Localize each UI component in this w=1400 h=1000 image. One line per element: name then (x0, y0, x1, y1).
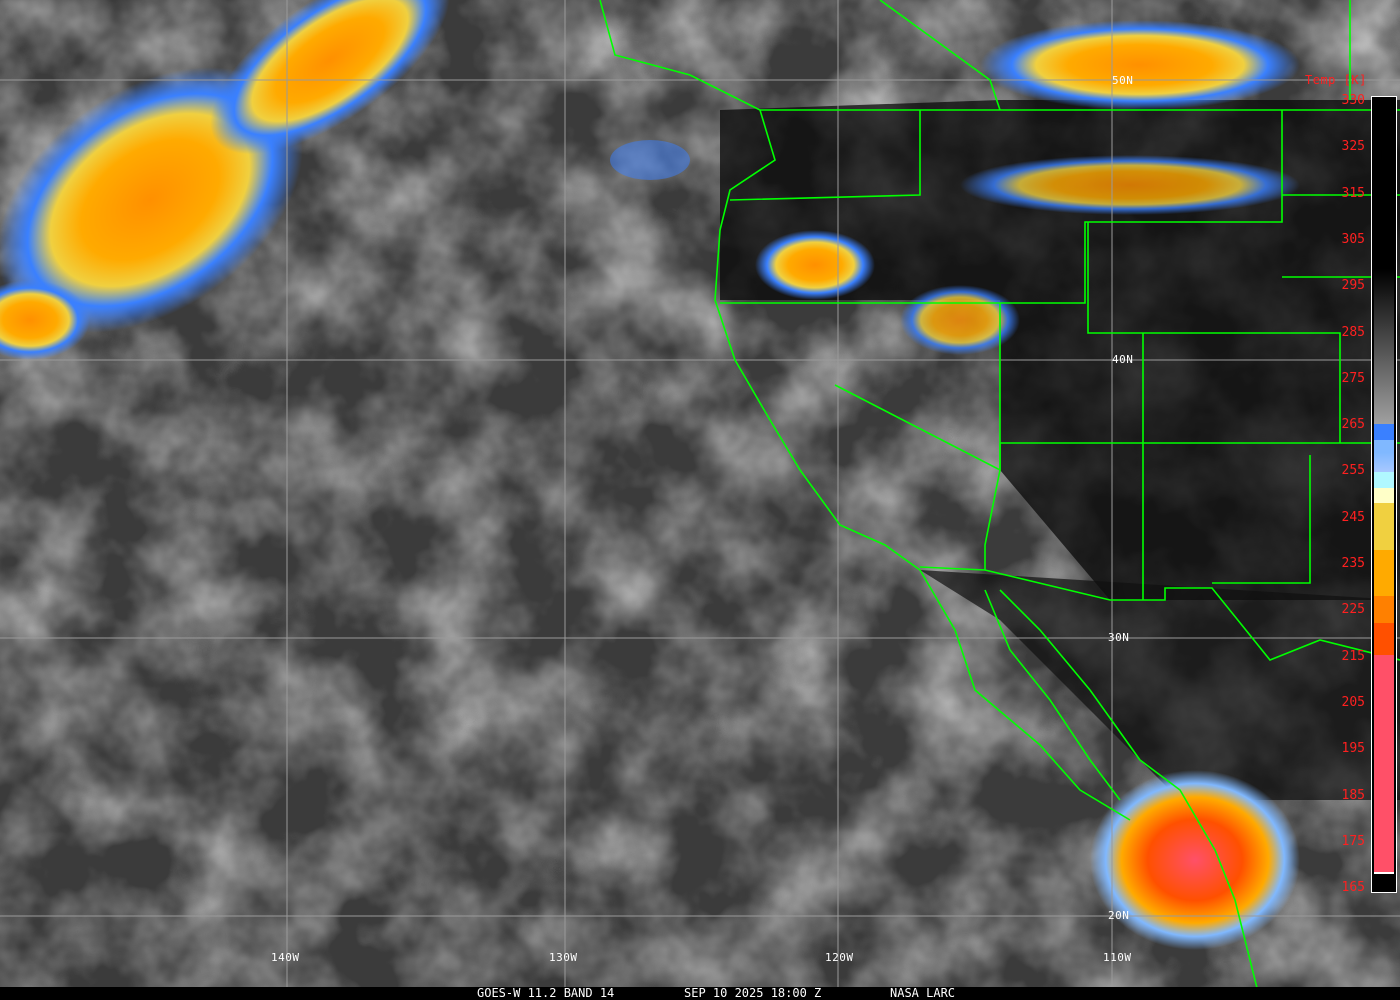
colorbar-tick-label: 315 (1341, 185, 1365, 201)
lon-label-130w: 130W (549, 951, 578, 964)
mexico-land (920, 570, 1400, 800)
colorbar-tick-label: 175 (1341, 833, 1365, 849)
lat-label-20n: 20N (1108, 909, 1130, 922)
colorbar-tick-label: 225 (1341, 602, 1365, 618)
coastlines-and-borders (599, 0, 1400, 1000)
credit: NASA LARC (890, 986, 956, 1000)
colorbar-tick-label: 330 (1341, 93, 1365, 108)
lon-label-120w: 120W (825, 951, 854, 964)
temperature-colorbar (1371, 96, 1397, 893)
colorbar-tick-label: 205 (1341, 694, 1365, 710)
hurricane (1090, 770, 1300, 950)
lon-label-110w: 110W (1103, 951, 1132, 964)
colorbar-tick-label: 275 (1341, 370, 1365, 386)
datetime: SEP 10 2025 18:00 Z (684, 986, 822, 1000)
satellite-band: GOES-W 11.2 BAND 14 (477, 986, 615, 1000)
colorbar-tick-label: 285 (1341, 324, 1365, 340)
colorbar-tick-label: 295 (1341, 278, 1365, 294)
lat-label-30n: 30N (1108, 631, 1130, 644)
colorbar-tick-label: 235 (1341, 556, 1365, 571)
colorbar-tick-label: 195 (1341, 741, 1365, 757)
colorbar-tick-label: 215 (1341, 648, 1365, 664)
colorbar-tick-label: 245 (1341, 509, 1365, 525)
colorbar-tick-label: 305 (1341, 231, 1365, 247)
cold-cloud-tops (0, 0, 1300, 360)
lon-label-140w: 140W (271, 951, 300, 964)
colorbar-tick-label: 185 (1341, 787, 1365, 803)
lat-label-50n: 50N (1112, 74, 1134, 87)
colorbar-title: Temp [K] (1305, 73, 1367, 87)
colorbar-tick-label: 325 (1341, 139, 1365, 155)
land-dark (720, 100, 1400, 600)
colorbar-tick-label: 255 (1341, 463, 1365, 479)
colorbar-tick-label: 265 (1341, 417, 1365, 433)
lat-label-40n: 40N (1112, 353, 1134, 366)
footer-bar: GOES-W 11.2 BAND 14 SEP 10 2025 18:00 Z … (0, 987, 1400, 1000)
colorbar-tick-label: 165 (1341, 880, 1365, 896)
